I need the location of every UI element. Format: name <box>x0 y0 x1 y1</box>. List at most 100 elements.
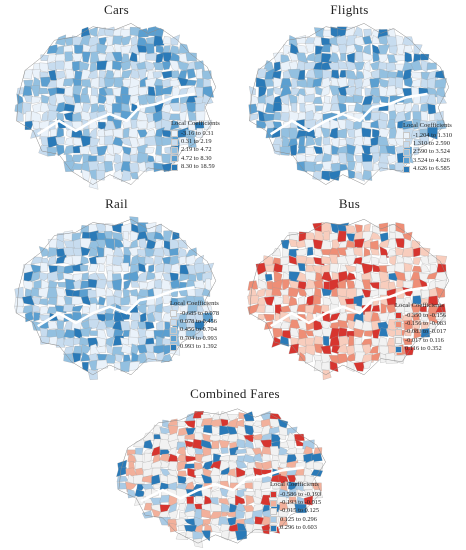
map-area <box>16 110 24 122</box>
map-area <box>338 102 347 114</box>
map-area <box>363 359 373 370</box>
map-area <box>25 110 32 122</box>
map-area <box>30 270 41 283</box>
map-area <box>263 113 275 122</box>
legend-label: 3.524 to 4.626 <box>413 156 450 164</box>
map-area <box>80 246 91 256</box>
map-area <box>320 263 331 275</box>
map-area <box>138 161 148 173</box>
map-area <box>363 247 371 257</box>
map-area <box>371 352 381 361</box>
map-area <box>185 247 198 258</box>
map-area <box>79 61 90 72</box>
map-area <box>97 296 106 306</box>
map-area <box>64 137 74 147</box>
map-area <box>393 54 406 62</box>
map-area <box>120 295 132 306</box>
map-area <box>31 110 42 123</box>
map-area <box>168 45 180 55</box>
map-area <box>288 255 298 265</box>
map-area <box>227 433 239 443</box>
map-area <box>265 305 275 313</box>
map-area <box>96 43 108 55</box>
map-area <box>427 103 437 115</box>
map-area <box>278 446 289 456</box>
map-area <box>347 169 356 179</box>
map-area <box>112 128 124 139</box>
map-area <box>210 502 222 512</box>
map-area <box>81 79 92 88</box>
legend-item: 4.626 to 6.585 <box>403 165 452 173</box>
map-area <box>79 264 89 272</box>
map-area <box>120 320 131 332</box>
map-area <box>361 262 374 275</box>
map-area <box>346 143 357 156</box>
map-area <box>145 321 155 330</box>
legend-flights: Local Coefficients -1.204 to 1.310 1.310 … <box>403 122 452 174</box>
map-area <box>30 264 42 274</box>
map-area <box>146 120 156 131</box>
legend-item: -0.156 to -0.083 <box>395 320 446 328</box>
map-area <box>257 279 268 291</box>
legend-swatch <box>171 155 178 163</box>
map-cars <box>14 23 217 190</box>
legend-label: 0.993 to 1.392 <box>180 343 217 351</box>
map-area <box>120 360 132 373</box>
map-area <box>361 254 372 264</box>
map-area <box>185 79 197 86</box>
map-area <box>413 44 423 54</box>
map-area <box>260 432 273 442</box>
map-area <box>331 69 340 80</box>
map-area <box>353 144 363 155</box>
map-area <box>103 77 116 88</box>
map-area <box>378 336 388 347</box>
map-area <box>136 271 147 282</box>
map-area <box>161 162 173 172</box>
map-area <box>22 85 33 97</box>
panel-combined-fares: Combined Fares Local Coefficients -0.586… <box>110 380 360 550</box>
map-rail <box>14 216 217 380</box>
map-area <box>369 345 379 354</box>
map-area <box>339 69 347 79</box>
map-area <box>227 468 236 478</box>
map-area <box>48 93 58 106</box>
legend-bus: Local Coefficients -0.350 to -0.156 -0.15… <box>395 302 447 354</box>
map-area <box>178 239 188 249</box>
map-area <box>171 231 180 241</box>
map-area <box>305 147 315 156</box>
map-area <box>178 511 186 519</box>
map-area <box>111 265 122 273</box>
legend-label: -3.16 to 0.31 <box>181 129 214 137</box>
legend-label: -0.350 to -0.156 <box>405 311 447 319</box>
legend-label: -0.083 to -0.017 <box>405 328 447 336</box>
river-thames <box>270 286 428 328</box>
map-area <box>279 93 290 106</box>
map-area <box>71 154 83 163</box>
map-area <box>81 169 91 182</box>
map-area <box>395 77 404 90</box>
map-area <box>290 102 298 112</box>
legend-swatch <box>403 165 410 173</box>
map-area <box>194 288 204 300</box>
map-area <box>103 161 114 173</box>
map-area <box>401 247 413 258</box>
legend-swatch <box>403 132 410 140</box>
map-area <box>385 85 397 97</box>
map-area <box>260 481 272 490</box>
map-area <box>277 418 289 428</box>
map-area <box>65 278 76 291</box>
map-area <box>435 303 446 313</box>
legend-label: 0.456 to 0.704 <box>180 326 217 334</box>
map-area <box>80 86 88 97</box>
map-area <box>131 352 139 362</box>
map-area <box>153 35 165 47</box>
map-area <box>296 44 308 55</box>
map-area <box>63 160 75 172</box>
map-area <box>329 263 339 273</box>
map-area <box>404 102 412 113</box>
map-area <box>114 353 124 363</box>
map-area <box>434 110 444 122</box>
map-area <box>387 137 398 147</box>
legend-title: Local Coefficients <box>171 120 220 127</box>
map-area <box>426 62 437 71</box>
